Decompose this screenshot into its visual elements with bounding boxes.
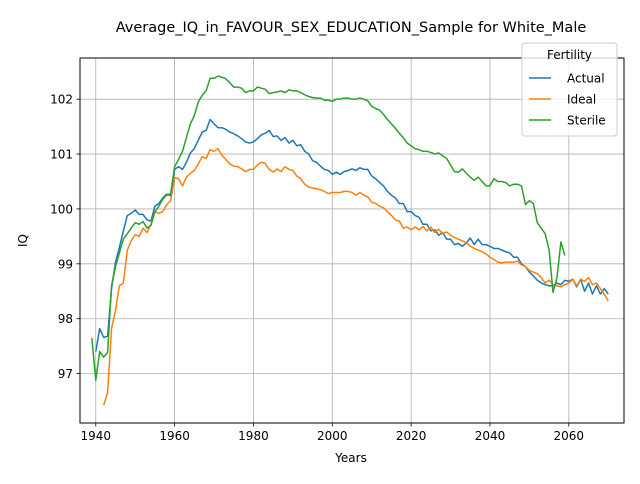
- legend: Fertility Actual Ideal Sterile: [521, 42, 618, 137]
- series-line-ideal: [102, 147, 609, 406]
- legend-label-sterile: Sterile: [567, 114, 606, 128]
- plot-frame: [79, 57, 625, 424]
- y-tick-label: 98: [58, 312, 73, 326]
- x-tick-label: 2040: [475, 429, 506, 443]
- x-tick-label: 2000: [317, 429, 348, 443]
- legend-box: [521, 42, 618, 137]
- series-lines: [91, 75, 609, 406]
- y-tick-label: 99: [58, 257, 73, 271]
- legend-label-ideal: Ideal: [567, 93, 596, 107]
- grid-lines: [80, 58, 624, 423]
- legend-label-actual: Actual: [567, 72, 605, 86]
- y-axis-ticks: 97 98 99 100 101 102: [50, 93, 80, 381]
- x-tick-label: 1960: [159, 429, 190, 443]
- x-tick-label: 2060: [554, 429, 585, 443]
- y-tick-label: 102: [50, 93, 73, 107]
- x-axis-label: Years: [334, 451, 367, 465]
- x-tick-label: 1980: [238, 429, 269, 443]
- x-tick-label: 1940: [80, 429, 111, 443]
- x-tick-label: 2020: [396, 429, 427, 443]
- legend-title: Fertility: [547, 48, 592, 62]
- y-tick-label: 101: [50, 148, 73, 162]
- y-tick-label: 97: [58, 367, 73, 381]
- chart-title: Average_IQ_in_FAVOUR_SEX_EDUCATION_Sampl…: [116, 20, 587, 36]
- y-axis-label: IQ: [16, 234, 30, 247]
- y-tick-label: 100: [50, 202, 73, 216]
- series-line-sterile: [91, 75, 566, 381]
- x-axis-ticks: 1940 1960 1980 2000 2020 2040 2060: [80, 423, 584, 443]
